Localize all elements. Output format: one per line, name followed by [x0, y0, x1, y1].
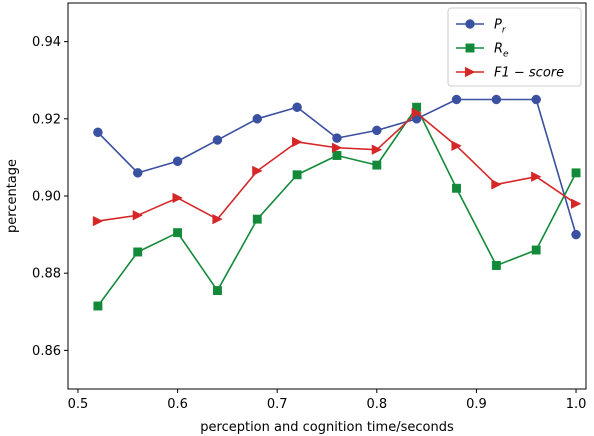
legend-label-main: P	[494, 18, 502, 33]
data-point-triangle	[212, 213, 223, 225]
legend-label: Re	[494, 42, 509, 60]
data-point-square	[212, 286, 222, 296]
data-point-square	[531, 245, 541, 255]
series-2	[93, 102, 581, 311]
x-tick-label: 0.7	[267, 397, 288, 412]
y-tick-label: 0.90	[32, 190, 61, 205]
data-point-square	[332, 151, 342, 160]
data-point-square	[491, 261, 501, 270]
x-axis-label: perception and cognition time/seconds	[200, 420, 454, 435]
x-tick-label: 0.8	[366, 397, 387, 412]
data-point-triangle	[92, 215, 104, 227]
data-point-circle	[292, 102, 302, 112]
data-point-circle	[132, 168, 143, 178]
legend-item: Re	[456, 42, 509, 60]
x-tick-label: 1.0	[566, 397, 587, 412]
legend-item: Pr	[456, 18, 507, 36]
series-line	[97, 98, 577, 235]
data-point-square	[133, 247, 143, 257]
data-point-square	[571, 168, 581, 178]
data-point-triangle	[531, 171, 542, 182]
legend-label-main: R	[494, 42, 503, 57]
legend-box	[447, 7, 582, 87]
y-tick-label: 0.86	[32, 344, 61, 359]
data-point-square	[173, 228, 183, 238]
x-tick-label: 0.9	[466, 397, 487, 412]
data-point-square	[372, 160, 382, 170]
legend-item: F1 − score	[456, 66, 564, 81]
data-point-circle	[372, 125, 382, 136]
data-point-square	[292, 170, 302, 180]
y-tick-label: 0.88	[32, 267, 61, 282]
data-point-circle	[252, 114, 263, 124]
x-tick-label: 0.5	[68, 397, 89, 412]
data-point-triangle	[292, 136, 303, 148]
data-point-circle	[465, 19, 475, 29]
legend-label-subscript: e	[503, 50, 509, 60]
data-point-triangle	[331, 142, 343, 153]
data-point-circle	[212, 135, 223, 145]
data-point-triangle	[570, 198, 582, 209]
y-tick-label: 0.94	[32, 35, 61, 50]
data-point-circle	[172, 156, 183, 167]
series-line	[97, 112, 577, 222]
data-point-square	[452, 183, 461, 193]
data-point-triangle	[491, 179, 502, 190]
data-point-circle	[571, 229, 581, 240]
series-layer	[92, 94, 582, 311]
data-point-circle	[93, 127, 103, 138]
data-point-triangle	[172, 192, 183, 204]
x-axis: 0.5 0.6 0.7 0.8 0.9 1.0	[68, 389, 587, 412]
data-point-triangle	[451, 140, 462, 152]
legend-label: Pr	[494, 18, 507, 36]
data-point-triangle	[252, 165, 263, 177]
y-axis: 0.86 0.88 0.90 0.92 0.94	[32, 35, 68, 359]
legend-label: F1 − score	[494, 66, 564, 81]
data-point-triangle	[464, 66, 476, 78]
series-1	[93, 94, 581, 240]
data-point-triangle	[371, 144, 383, 155]
series-3	[92, 107, 582, 227]
legend-label-main: F1 − score	[494, 66, 564, 81]
data-point-square	[252, 214, 262, 224]
data-point-square	[465, 43, 475, 53]
y-tick-label: 0.92	[32, 112, 61, 127]
y-axis-label: percentage	[5, 159, 20, 233]
legend-label-subscript: r	[502, 26, 507, 36]
data-point-circle	[531, 94, 541, 105]
data-point-circle	[332, 133, 342, 143]
x-tick-label: 0.6	[167, 397, 188, 412]
data-point-circle	[491, 94, 502, 105]
data-point-triangle	[132, 210, 144, 221]
data-point-circle	[451, 94, 462, 105]
data-point-square	[93, 301, 103, 311]
data-point-triangle	[411, 107, 423, 119]
